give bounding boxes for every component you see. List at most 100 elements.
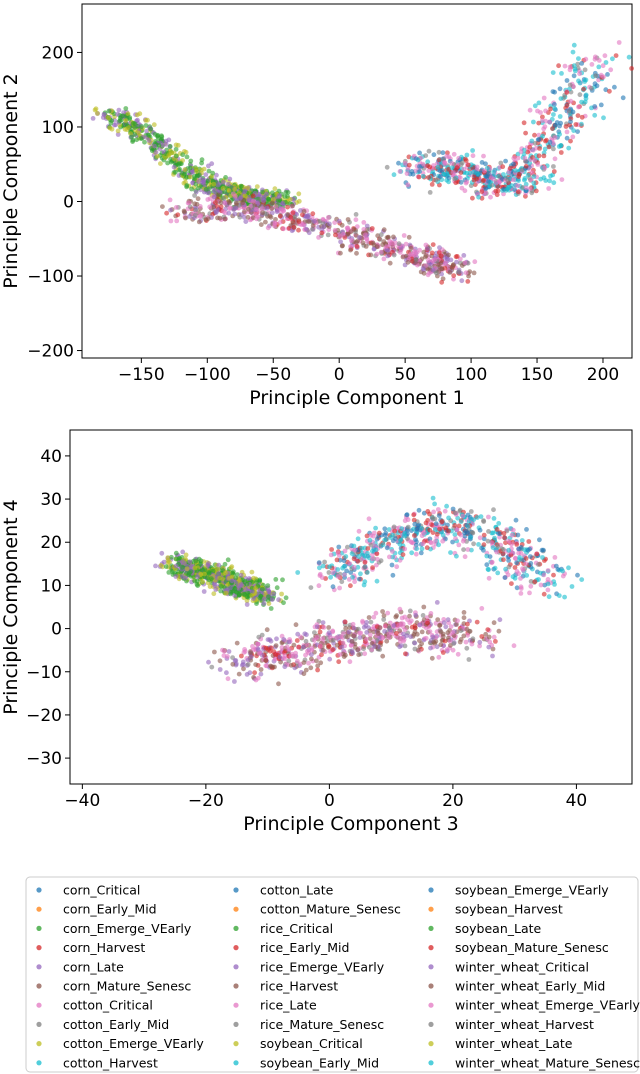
data-point xyxy=(382,629,387,634)
data-point xyxy=(226,210,232,216)
data-point xyxy=(364,236,370,242)
data-point xyxy=(582,79,588,84)
data-point xyxy=(527,590,532,596)
data-point xyxy=(306,219,312,224)
data-point xyxy=(338,250,343,256)
data-point xyxy=(201,589,207,594)
data-point xyxy=(364,533,370,539)
data-point xyxy=(429,655,435,661)
data-point xyxy=(445,256,450,262)
legend-marker xyxy=(36,983,42,989)
data-point xyxy=(384,244,389,250)
data-point xyxy=(351,633,357,639)
data-point xyxy=(501,531,507,536)
data-point xyxy=(440,634,446,639)
data-point xyxy=(125,111,131,117)
data-point xyxy=(440,650,446,655)
data-point xyxy=(564,135,570,141)
y-tick-label: 0 xyxy=(51,620,62,640)
data-point xyxy=(417,150,422,156)
data-point xyxy=(173,205,179,210)
data-point xyxy=(378,249,384,255)
data-point xyxy=(551,572,556,578)
data-point xyxy=(519,538,525,543)
data-point xyxy=(158,563,164,568)
legend-marker xyxy=(233,887,239,893)
data-point xyxy=(556,593,562,598)
data-point xyxy=(246,197,252,203)
data-point xyxy=(283,595,289,601)
data-point xyxy=(334,642,340,648)
data-point xyxy=(436,513,442,518)
legend-entry: rice_Mature_Senesc xyxy=(233,1017,384,1032)
data-point xyxy=(165,555,171,560)
data-point xyxy=(305,648,310,654)
data-point xyxy=(184,183,190,188)
axes-frame xyxy=(81,3,633,359)
data-point xyxy=(281,226,286,232)
data-point xyxy=(551,146,556,152)
data-point xyxy=(511,161,516,167)
data-point xyxy=(400,552,406,557)
data-point xyxy=(160,142,166,148)
data-point xyxy=(576,78,581,84)
data-point xyxy=(429,250,435,256)
data-point xyxy=(187,214,192,219)
data-point xyxy=(520,568,526,573)
data-point xyxy=(167,144,173,149)
data-point xyxy=(432,527,438,532)
data-point xyxy=(306,660,311,666)
data-point xyxy=(558,120,563,126)
data-point xyxy=(416,507,422,513)
data-point xyxy=(456,523,462,529)
data-point xyxy=(466,657,472,662)
data-point xyxy=(577,92,583,98)
data-point xyxy=(441,620,447,625)
data-point xyxy=(380,609,385,614)
data-point xyxy=(282,664,288,670)
legend-marker xyxy=(428,983,434,989)
data-point xyxy=(265,583,271,588)
legend-marker xyxy=(233,906,239,912)
data-point xyxy=(413,156,419,162)
data-point xyxy=(477,535,483,541)
data-point xyxy=(348,643,354,648)
data-point xyxy=(253,586,258,591)
data-point xyxy=(374,578,380,584)
data-point xyxy=(180,574,185,580)
data-point xyxy=(449,161,455,166)
data-point xyxy=(592,54,598,60)
data-point xyxy=(402,614,408,620)
data-point xyxy=(444,503,449,509)
data-point xyxy=(271,649,277,655)
data-point xyxy=(460,538,466,544)
x-tick-label: 50 xyxy=(394,365,416,385)
data-point xyxy=(280,200,285,206)
data-point xyxy=(493,188,499,194)
data-point xyxy=(184,566,190,572)
data-point xyxy=(481,542,487,548)
data-point xyxy=(448,550,453,555)
data-point xyxy=(579,121,584,127)
data-point xyxy=(318,660,324,666)
data-point xyxy=(224,670,229,676)
data-point xyxy=(438,642,444,648)
y-tick-label: 40 xyxy=(40,447,62,467)
data-point xyxy=(215,566,221,572)
data-point xyxy=(168,207,173,213)
data-point xyxy=(211,194,217,200)
data-point xyxy=(412,248,417,254)
data-point xyxy=(491,516,497,521)
data-point xyxy=(356,554,362,559)
data-point xyxy=(396,160,401,166)
data-point xyxy=(336,218,342,224)
data-point xyxy=(245,662,251,667)
data-point xyxy=(217,667,223,672)
data-point xyxy=(541,572,547,578)
data-point xyxy=(254,216,259,222)
data-point xyxy=(434,270,439,276)
data-point xyxy=(479,189,485,195)
data-point xyxy=(542,124,548,130)
data-point xyxy=(192,212,198,218)
data-point xyxy=(227,176,233,182)
